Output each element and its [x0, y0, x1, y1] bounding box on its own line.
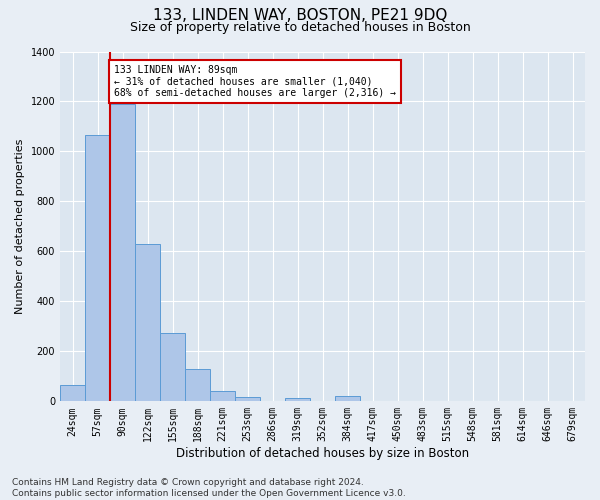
Bar [85, 135, 110, 402]
X-axis label: Distribution of detached houses by size in Boston: Distribution of detached houses by size … [176, 447, 469, 460]
Bar [60, 385, 85, 402]
Bar [285, 398, 310, 402]
Bar [210, 392, 235, 402]
Text: 133 LINDEN WAY: 89sqm
← 31% of detached houses are smaller (1,040)
68% of semi-d: 133 LINDEN WAY: 89sqm ← 31% of detached … [114, 65, 396, 98]
Bar [335, 396, 360, 402]
Text: Size of property relative to detached houses in Boston: Size of property relative to detached ho… [130, 21, 470, 34]
Bar [160, 332, 185, 402]
Bar [185, 370, 210, 402]
Bar [110, 104, 135, 402]
Text: 133, LINDEN WAY, BOSTON, PE21 9DQ: 133, LINDEN WAY, BOSTON, PE21 9DQ [153, 8, 447, 22]
Text: Contains HM Land Registry data © Crown copyright and database right 2024.
Contai: Contains HM Land Registry data © Crown c… [12, 478, 406, 498]
Y-axis label: Number of detached properties: Number of detached properties [15, 138, 25, 314]
Bar [135, 244, 160, 402]
Bar [235, 397, 260, 402]
